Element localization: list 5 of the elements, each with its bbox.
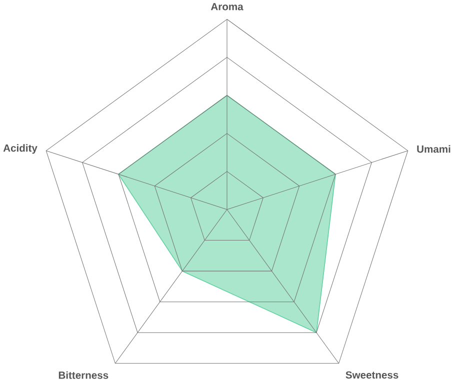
spoke-label: Umami	[417, 145, 450, 153]
spoke-label: Acidity	[3, 144, 38, 154]
spoke-label: Sweetness	[346, 371, 398, 379]
spoke-label: Aroma	[210, 3, 244, 10]
spoke-label: Bitterness	[58, 371, 108, 379]
